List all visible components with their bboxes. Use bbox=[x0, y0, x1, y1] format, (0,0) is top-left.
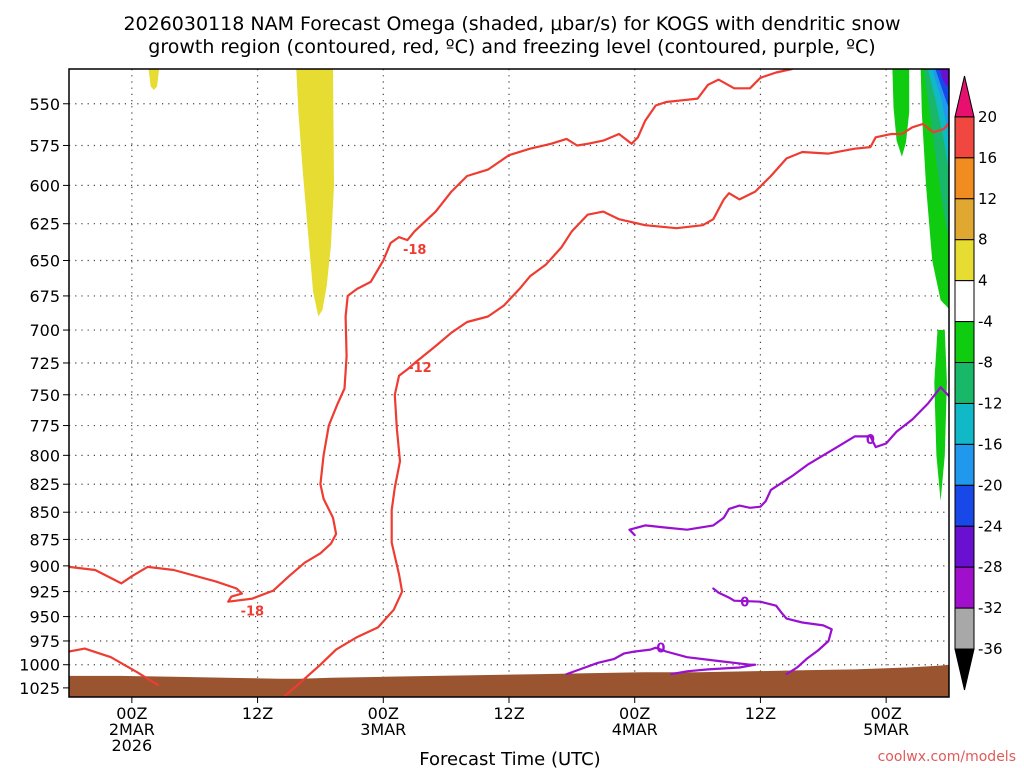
contour-minus12-upper bbox=[282, 121, 949, 697]
y-tick-label-725: 725 bbox=[29, 354, 60, 373]
x-tick-label-3-0: 12Z bbox=[493, 704, 524, 723]
colorbar-segment-4 bbox=[954, 239, 975, 282]
contour-minus18-upper-label: -18 bbox=[403, 243, 427, 258]
colorbar-segment-9 bbox=[954, 443, 975, 486]
colorbar-segment-0 bbox=[954, 75, 975, 118]
y-tick-label-700: 700 bbox=[29, 321, 60, 340]
colorbar-label-0: 20 bbox=[978, 108, 997, 126]
y-tick-label-1025: 1025 bbox=[19, 679, 60, 698]
contour-labels: -18 -18 -12 0 0 0 bbox=[241, 243, 875, 657]
y-tick-label-850: 850 bbox=[29, 503, 60, 522]
terrain-fill bbox=[69, 664, 949, 697]
x-tick-label-5-0: 12Z bbox=[745, 704, 776, 723]
x-tick-label-6-0: 00Z bbox=[870, 704, 901, 723]
colorbar-segment-6 bbox=[954, 321, 975, 364]
terrain-surface bbox=[69, 664, 949, 697]
contour-zero-upper bbox=[712, 587, 833, 676]
y-axis-ticks: 550 575 600 625 650 675 700 725 750 775 800 825 850 8… bbox=[19, 95, 69, 698]
omega-blob-1 bbox=[148, 69, 160, 90]
y-tick-label-975: 975 bbox=[29, 632, 60, 651]
y-tick-label-1000: 1000 bbox=[19, 656, 60, 675]
omega-blob-10 bbox=[934, 330, 947, 502]
y-tick-label-600: 600 bbox=[29, 176, 60, 195]
y-tick-label-550: 550 bbox=[29, 95, 60, 114]
temperature-contours bbox=[69, 69, 949, 697]
colorbar-segment-14 bbox=[954, 648, 975, 691]
x-tick-label-2-1: 3MAR bbox=[360, 720, 406, 739]
x-axis-title: Forecast Time (UTC) bbox=[419, 749, 600, 768]
colorbar-label-11: -28 bbox=[978, 558, 1003, 576]
y-tick-label-775: 775 bbox=[29, 417, 60, 436]
y-tick-label-825: 825 bbox=[29, 475, 60, 494]
y-tick-label-875: 875 bbox=[29, 530, 60, 549]
x-tick-label-0-2: 2026 bbox=[111, 736, 152, 755]
colorbar-label-8: -16 bbox=[978, 435, 1003, 453]
y-tick-label-950: 950 bbox=[29, 608, 60, 627]
colorbar: 20 16 12 8 4 -4 -8 -12 -16 -20 -24 -28 -32 -36 bbox=[954, 75, 1003, 691]
y-tick-label-575: 575 bbox=[29, 136, 60, 155]
colorbar-segment-1 bbox=[954, 116, 975, 159]
colorbar-segment-8 bbox=[954, 402, 975, 445]
contour-minus18-lower bbox=[69, 647, 160, 687]
contour-zero-upper-label: 0 bbox=[740, 596, 749, 611]
contour-zero-fzl-label: 0 bbox=[866, 433, 875, 448]
colorbar-label-6: -8 bbox=[978, 354, 993, 372]
contour-minus18-lower-label: -18 bbox=[241, 605, 265, 620]
colorbar-segment-7 bbox=[954, 362, 975, 404]
x-tick-label-0-1: 2MAR bbox=[109, 720, 155, 739]
colorbar-segment-2 bbox=[954, 157, 975, 200]
omega-blob-2 bbox=[296, 69, 334, 317]
y-tick-label-900: 900 bbox=[29, 557, 60, 576]
colorbar-segment-11 bbox=[954, 525, 975, 568]
chart-title-line2: growth region (contoured, red, ºC) and f… bbox=[148, 36, 875, 58]
x-tick-label-4-0: 00Z bbox=[619, 704, 650, 723]
colorbar-label-13: -36 bbox=[978, 640, 1003, 658]
colorbar-label-9: -20 bbox=[978, 476, 1003, 494]
y-tick-label-625: 625 bbox=[29, 215, 60, 234]
contour-zero-lower bbox=[565, 646, 757, 676]
x-tick-label-4-1: 4MAR bbox=[612, 720, 658, 739]
y-tick-label-750: 750 bbox=[29, 386, 60, 405]
colorbar-segment-12 bbox=[954, 566, 975, 609]
contour-zero-lower-label: 0 bbox=[656, 642, 665, 657]
colorbar-label-7: -12 bbox=[978, 394, 1003, 412]
contour-minus18-upper bbox=[69, 69, 793, 603]
chart-title-line1: 2026030118 NAM Forecast Omega (shaded, μ… bbox=[123, 13, 900, 35]
colorbar-segment-10 bbox=[954, 484, 975, 527]
colorbar-label-3: 8 bbox=[978, 231, 988, 249]
y-tick-label-800: 800 bbox=[29, 446, 60, 465]
colorbar-label-1: 16 bbox=[978, 149, 997, 167]
y-tick-label-675: 675 bbox=[29, 287, 60, 306]
colorbar-segment-5 bbox=[954, 280, 975, 323]
colorbar-segment-13 bbox=[954, 607, 975, 650]
omega-blob-9 bbox=[939, 69, 949, 87]
y-tick-label-650: 650 bbox=[29, 252, 60, 271]
plot-background bbox=[69, 69, 949, 697]
credit-text: coolwx.com/models bbox=[878, 749, 1016, 765]
colorbar-label-4: 4 bbox=[978, 272, 988, 290]
colorbar-label-10: -24 bbox=[978, 517, 1003, 535]
x-tick-label-0-0: 00Z bbox=[116, 704, 147, 723]
contour-zero-fzl bbox=[628, 386, 949, 537]
x-tick-label-2-0: 00Z bbox=[368, 704, 399, 723]
x-tick-label-1-0: 12Z bbox=[242, 704, 273, 723]
colorbar-label-2: 12 bbox=[978, 190, 997, 208]
y-tick-label-925: 925 bbox=[29, 583, 60, 602]
x-tick-label-6-1: 5MAR bbox=[863, 720, 909, 739]
colorbar-segment-3 bbox=[954, 198, 975, 241]
colorbar-label-12: -32 bbox=[978, 599, 1003, 617]
contour-minus12-upper-label: -12 bbox=[408, 361, 432, 376]
colorbar-label-5: -4 bbox=[978, 313, 993, 331]
